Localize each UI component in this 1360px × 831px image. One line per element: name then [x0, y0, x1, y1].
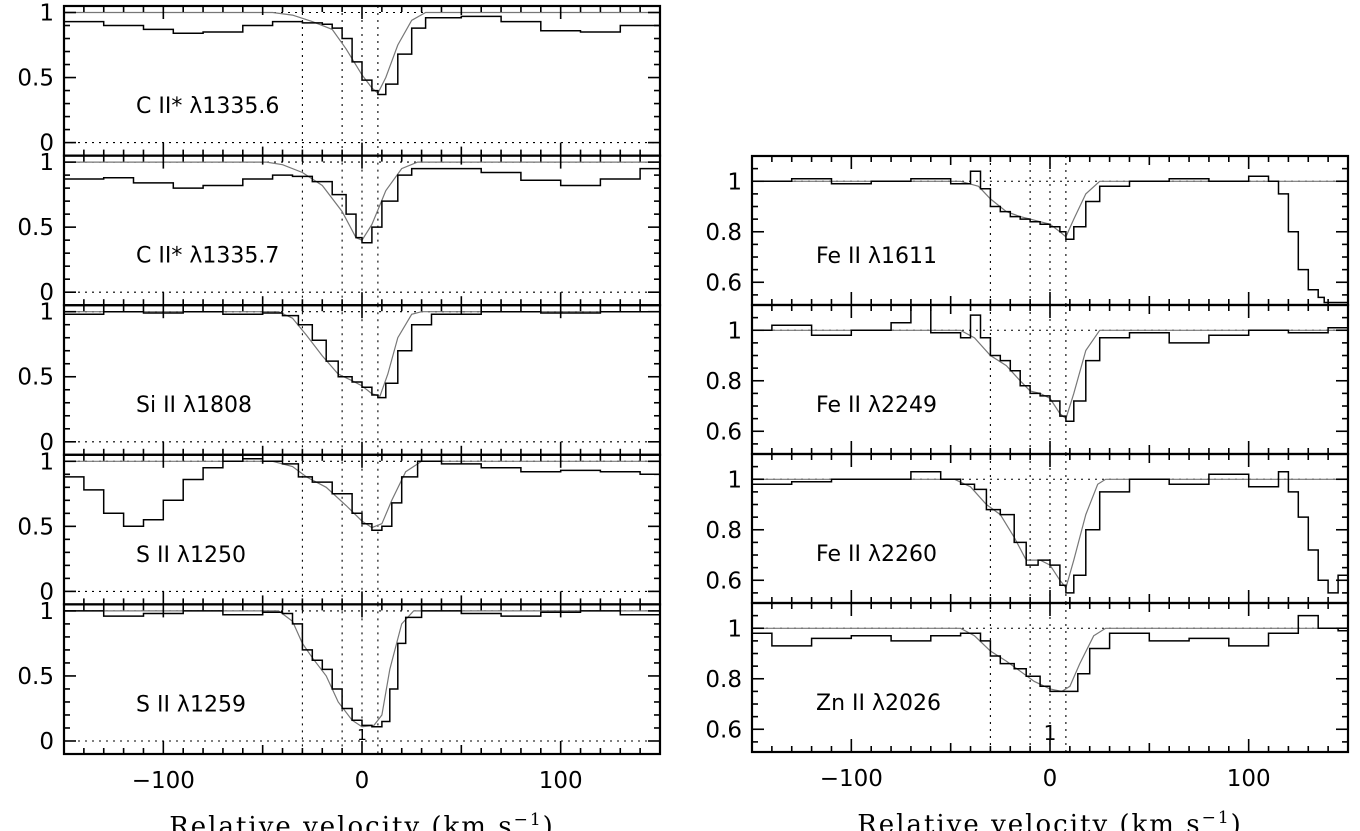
y-tick-label: 1 — [727, 169, 742, 195]
ion-transition-label: C II* λ1335.7 — [136, 244, 279, 269]
y-tick-label: 0.6 — [705, 270, 742, 296]
spectrum-panel: 0 0.5 1 S II λ1250 — [17, 449, 662, 606]
y-tick-label: 0.8 — [705, 518, 742, 544]
spectrum-panel: 0 0.5 1 S II λ1259 1 — [17, 599, 662, 756]
observed-spectrum — [752, 170, 1348, 304]
component-number-label: 1 — [1044, 721, 1057, 745]
y-tick-label: 0.6 — [705, 568, 742, 594]
observed-spectrum — [752, 470, 1348, 594]
ion-transition-label: Zn II λ2026 — [816, 691, 941, 716]
spectrum-panel: 0.6 0.8 1 Fe II λ1611 — [705, 154, 1350, 307]
model-profile — [752, 478, 1348, 590]
y-tick-label: 0.8 — [705, 369, 742, 395]
spectrum-panel: 0 0.5 1 C II* λ1335.7 — [17, 150, 662, 307]
x-axis-title-close: ) — [1231, 810, 1243, 831]
y-tick-label: 0.6 — [705, 717, 742, 743]
component-number-label: 1 — [357, 726, 367, 744]
x-tick-label: 100 — [1227, 766, 1271, 792]
y-tick-label: 0.5 — [17, 215, 54, 241]
ion-transition-label: C II* λ1335.6 — [136, 94, 279, 119]
ion-transition-label: Si II λ1808 — [136, 393, 252, 418]
x-axis-title: Relative velocity (km s−1) — [169, 810, 555, 831]
ion-transition-label: S II λ1259 — [136, 692, 246, 717]
x-axis-title-text: Relative velocity (km s — [857, 810, 1201, 831]
y-tick-label: 0.5 — [17, 514, 54, 540]
y-tick-label: 1 — [727, 616, 742, 642]
x-tick-label: 0 — [1043, 766, 1058, 792]
x-tick-label: 0 — [355, 768, 370, 794]
observed-spectrum — [64, 15, 660, 96]
ion-transition-label: S II λ1250 — [136, 543, 246, 568]
ion-transition-label: Fe II λ1611 — [816, 244, 937, 269]
y-tick-label: 0.5 — [17, 66, 54, 92]
y-tick-label: 0.6 — [705, 419, 742, 445]
x-tick-label: 100 — [539, 768, 583, 794]
spectrum-panel: 0.6 0.8 1 Zn II λ2026 1 — [705, 601, 1350, 754]
y-tick-label: 1 — [39, 300, 54, 326]
x-tick-label: −100 — [132, 768, 195, 794]
y-tick-label: 1 — [727, 318, 742, 344]
spectrum-panel: 0.6 0.8 1 Fe II λ2249 — [705, 303, 1350, 456]
model-profile — [64, 161, 660, 241]
y-tick-label: 0.5 — [17, 365, 54, 391]
model-profile — [64, 11, 660, 95]
y-tick-label: 0.8 — [705, 667, 742, 693]
observed-spectrum — [64, 457, 660, 532]
spectrum-panel: 0 0.5 1 C II* λ1335.6 — [17, 1, 662, 157]
x-axis-title-unit-exponent: −1 — [1202, 808, 1231, 828]
x-axis-title-text: Relative velocity (km s — [169, 812, 513, 831]
y-tick-label: 0.8 — [705, 220, 742, 246]
ion-transition-label: Fe II λ2260 — [816, 542, 937, 567]
observed-spectrum — [752, 614, 1348, 693]
y-tick-label: 0 — [39, 280, 54, 306]
y-tick-label: 1 — [39, 449, 54, 475]
y-tick-label: 1 — [39, 150, 54, 176]
left-column-panels: 0 0.5 1 C II* λ1335.6 0 0.5 1 C II* λ1335.7 0 0.5… — [17, 1, 662, 756]
y-tick-label: 1 — [727, 467, 742, 493]
spectrum-panel: 0 0.5 1 Si II λ1808 — [17, 300, 662, 456]
y-tick-label: 1 — [39, 1, 54, 27]
observed-spectrum — [64, 610, 660, 728]
x-axis-title-unit-exponent: −1 — [514, 810, 543, 830]
y-tick-label: 0 — [39, 131, 54, 157]
y-tick-label: 0 — [39, 579, 54, 605]
y-tick-label: 0 — [39, 729, 54, 755]
model-profile — [752, 627, 1348, 693]
model-profile — [752, 180, 1348, 238]
spectrum-panel: 0.6 0.8 1 Fe II λ2260 — [705, 452, 1350, 605]
x-axis-title-close: ) — [543, 812, 555, 831]
observed-spectrum — [64, 164, 660, 244]
observed-spectrum — [752, 305, 1348, 422]
observed-spectrum — [64, 310, 660, 399]
x-tick-label: −100 — [820, 766, 883, 792]
y-tick-label: 1 — [39, 599, 54, 625]
x-axis-title: Relative velocity (km s−1) — [857, 808, 1243, 831]
ion-transition-label: Fe II λ2249 — [816, 393, 937, 418]
y-tick-label: 0.5 — [17, 664, 54, 690]
y-tick-label: 0 — [39, 430, 54, 456]
